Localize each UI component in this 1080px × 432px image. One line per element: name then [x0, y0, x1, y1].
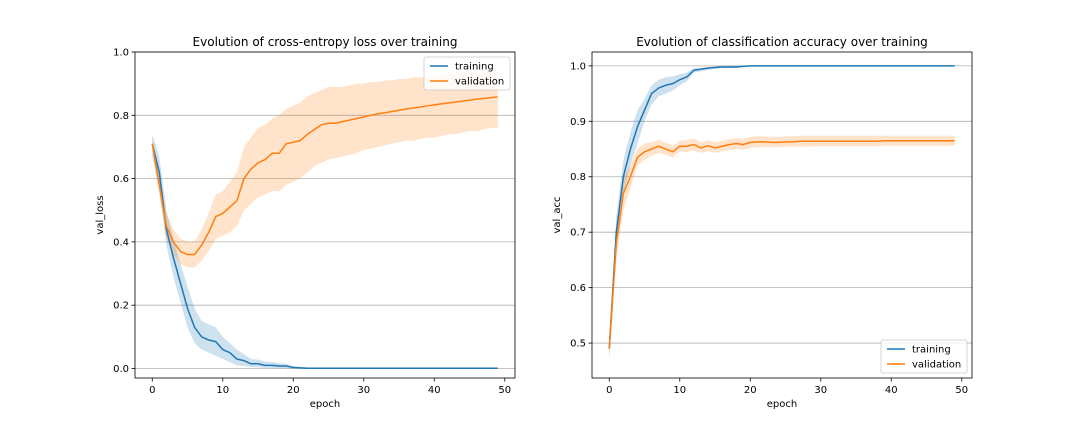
axes-frame [591, 51, 973, 379]
chart-title: Evolution of classification accuracy ove… [636, 35, 928, 49]
x-tick-label: 30 [357, 385, 370, 396]
legend: training validation [880, 339, 968, 374]
confidence-band-validation [609, 135, 955, 360]
confidence-band-validation [152, 70, 498, 268]
x-tick-label: 10 [216, 385, 229, 396]
y-tick-label: 0.8 [113, 111, 129, 122]
y-tick-label: 0.5 [570, 339, 586, 350]
y-axis-label: val_loss [95, 195, 106, 234]
series-line-validation [608, 139, 955, 349]
x-tick-label: 0 [149, 385, 155, 396]
x-tick-label: 50 [498, 385, 511, 396]
legend-label-validation: validation [455, 77, 504, 88]
legend: training validation [423, 56, 511, 91]
series-line-training [151, 143, 498, 369]
confidence-band-training [609, 65, 955, 360]
series-line-validation [151, 96, 498, 256]
x-tick-label: 40 [885, 385, 898, 396]
x-tick-label: 30 [814, 385, 827, 396]
series-line-training [608, 65, 955, 349]
y-tick-label: 0.9 [570, 117, 586, 128]
y-tick-label: 0.0 [113, 364, 129, 375]
legend-label-validation: validation [912, 360, 961, 371]
y-tick-label: 0.2 [113, 301, 129, 312]
x-tick-label: 20 [287, 385, 300, 396]
y-tick-label: 1.0 [113, 48, 129, 59]
legend-label-training: training [455, 62, 494, 73]
y-axis-label: val_acc [552, 197, 563, 234]
y-tick-label: 0.8 [570, 172, 586, 183]
chart-title: Evolution of cross-entropy loss over tra… [193, 35, 458, 49]
legend-label-training: training [912, 345, 951, 356]
x-tick-label: 20 [744, 385, 757, 396]
axes-frame [134, 51, 516, 379]
x-tick-label: 50 [955, 385, 968, 396]
x-axis-label: epoch [310, 399, 340, 410]
y-tick-label: 0.6 [113, 174, 129, 185]
y-tick-label: 0.7 [570, 228, 586, 239]
chart-0: 0 10 20 30 40 50 0.0 0.2 0.4 0.6 0.8 1.0 Evolution o… [95, 35, 516, 410]
y-tick-label: 0.6 [570, 283, 586, 294]
y-tick-label: 0.4 [113, 237, 129, 248]
y-tick-label: 1.0 [570, 61, 586, 72]
x-tick-label: 40 [428, 385, 441, 396]
x-tick-label: 10 [673, 385, 686, 396]
chart-1: 0 10 20 30 40 50 0.5 0.6 0.7 0.8 0.9 1.0 Evolution o… [552, 35, 973, 410]
x-axis-label: epoch [767, 399, 797, 410]
x-tick-label: 0 [606, 385, 612, 396]
